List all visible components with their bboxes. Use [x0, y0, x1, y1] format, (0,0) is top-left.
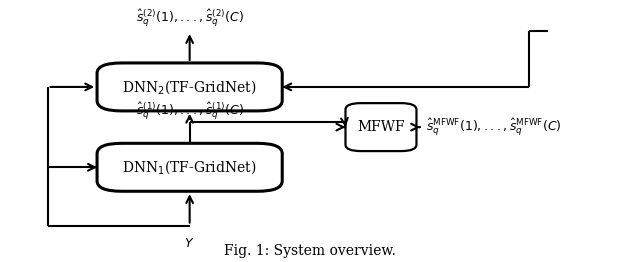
- Text: MFWF: MFWF: [357, 120, 405, 134]
- FancyBboxPatch shape: [345, 103, 417, 151]
- Text: DNN$_2$(TF-GridNet): DNN$_2$(TF-GridNet): [123, 78, 257, 96]
- FancyBboxPatch shape: [97, 143, 282, 191]
- Text: DNN$_1$(TF-GridNet): DNN$_1$(TF-GridNet): [123, 159, 257, 176]
- Text: $\hat{s}_q^{(1)}(1),...,\hat{s}_q^{(1)}(C)$: $\hat{s}_q^{(1)}(1),...,\hat{s}_q^{(1)}(…: [136, 100, 244, 122]
- Text: $\hat{s}_q^{(2)}(1),...,\hat{s}_q^{(2)}(C)$: $\hat{s}_q^{(2)}(1),...,\hat{s}_q^{(2)}(…: [136, 8, 244, 29]
- Text: Fig. 1: System overview.: Fig. 1: System overview.: [224, 244, 396, 258]
- Text: $Y$: $Y$: [184, 237, 195, 250]
- FancyBboxPatch shape: [97, 63, 282, 111]
- Text: $\hat{s}_q^{\mathrm{MFWF}}(1) ,...,\hat{s}_q^{\mathrm{MFWF}}(C)$: $\hat{s}_q^{\mathrm{MFWF}}(1) ,...,\hat{…: [426, 116, 562, 138]
